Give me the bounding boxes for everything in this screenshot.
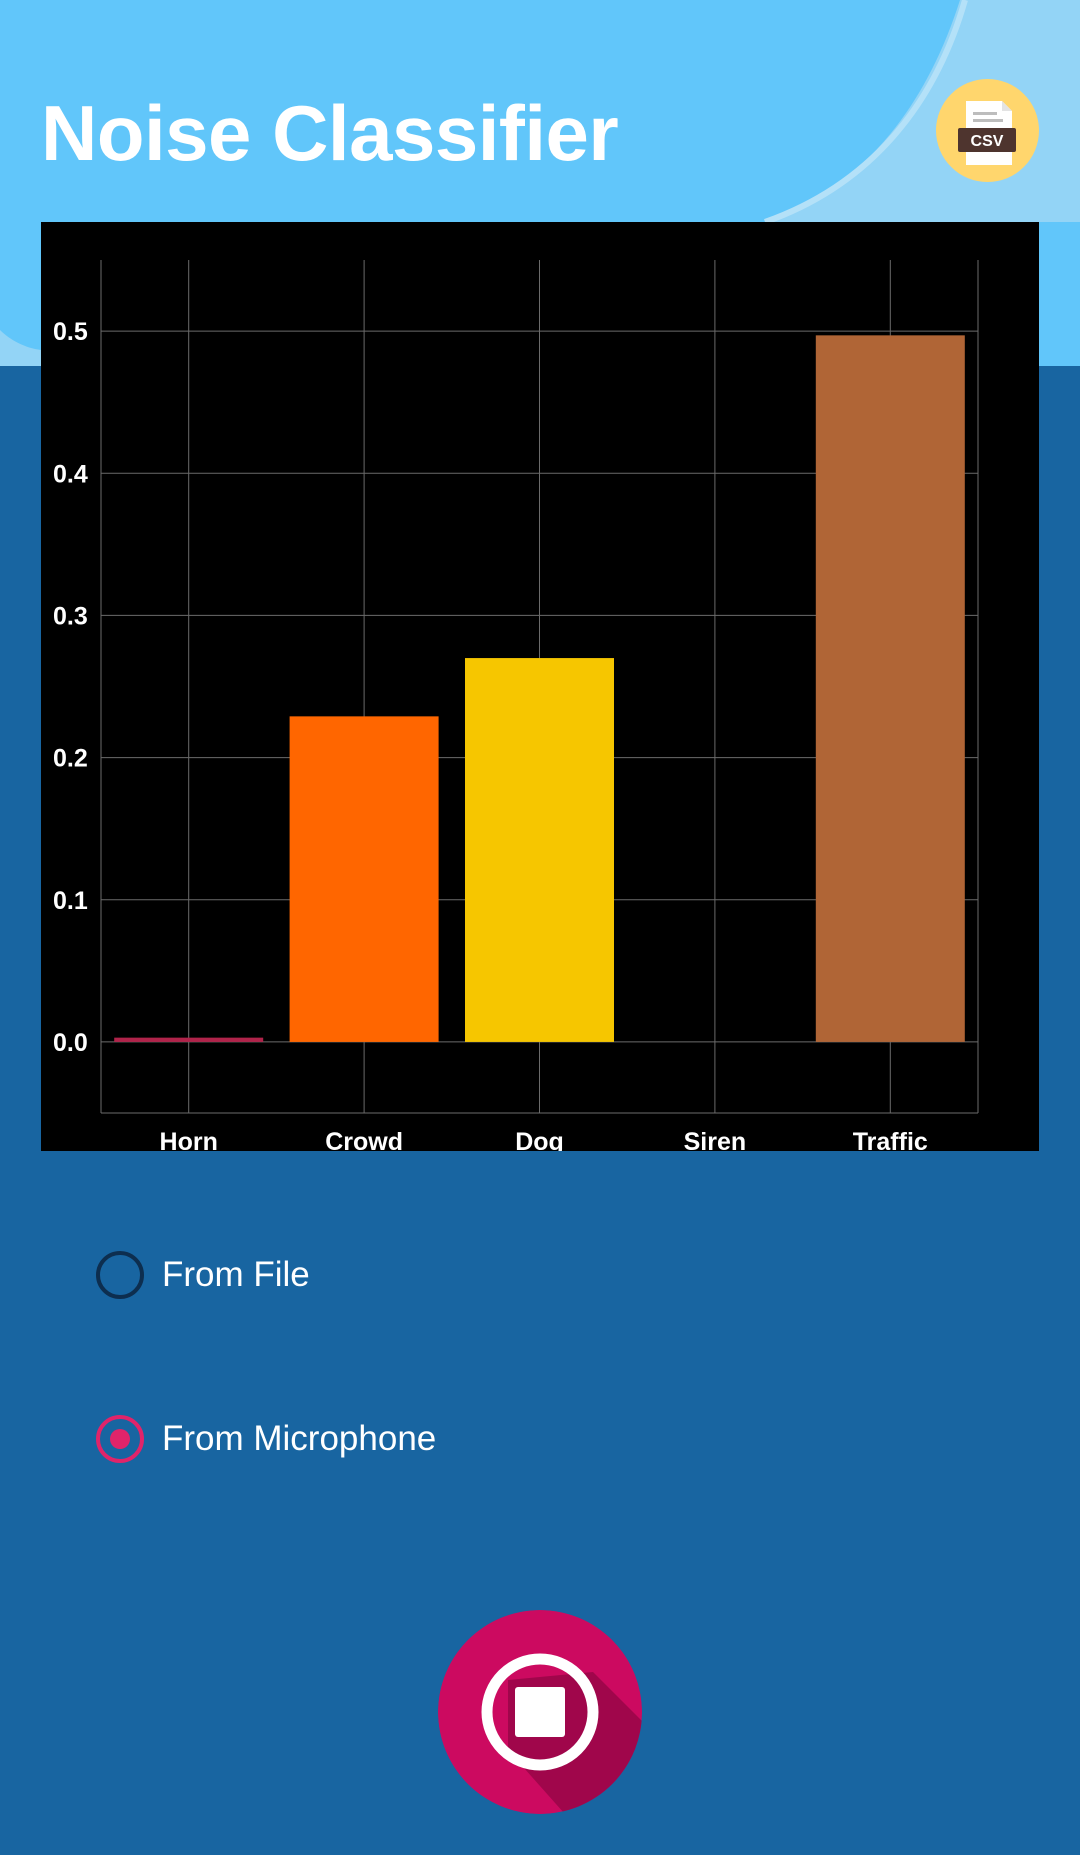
radio-label-from-file: From File (162, 1255, 310, 1294)
y-tick-label: 0.0 (53, 1029, 88, 1057)
x-tick-label: Dog (515, 1128, 564, 1151)
y-tick-label: 0.1 (53, 887, 88, 915)
bar-dog (465, 658, 614, 1042)
radio-button-unselected[interactable] (96, 1251, 144, 1299)
stop-icon (438, 1610, 642, 1814)
radio-from-microphone[interactable]: From Microphone (96, 1411, 436, 1467)
y-tick-label: 0.4 (53, 460, 88, 488)
bar-chart: 0.0 0.1 0.2 0.3 0.4 0.5 Horn Crowd Dog Siren Traff… (53, 260, 979, 1151)
classification-chart: 0.0 0.1 0.2 0.3 0.4 0.5 Horn Crowd Dog Siren Traff… (41, 222, 1039, 1151)
radio-from-file[interactable]: From File (96, 1247, 310, 1303)
export-csv-button[interactable]: CSV (936, 79, 1039, 182)
csv-label: CSV (971, 133, 1004, 150)
x-tick-label: Horn (160, 1128, 218, 1151)
x-tick-label: Siren (684, 1128, 747, 1151)
y-tick-label: 0.2 (53, 745, 88, 773)
y-tick-label: 0.3 (53, 602, 88, 630)
page-title: Noise Classifier (41, 89, 619, 177)
stop-recording-button[interactable] (438, 1610, 642, 1814)
x-tick-label: Traffic (853, 1128, 928, 1151)
bar-crowd (289, 716, 439, 1042)
bar-traffic (815, 335, 965, 1042)
y-tick-label: 0.5 (53, 318, 88, 346)
bar-horn (114, 1037, 264, 1042)
radio-button-selected[interactable] (96, 1415, 144, 1463)
csv-file-icon: CSV (958, 101, 1016, 165)
radio-label-from-microphone: From Microphone (162, 1419, 437, 1458)
x-tick-label: Crowd (325, 1128, 403, 1151)
